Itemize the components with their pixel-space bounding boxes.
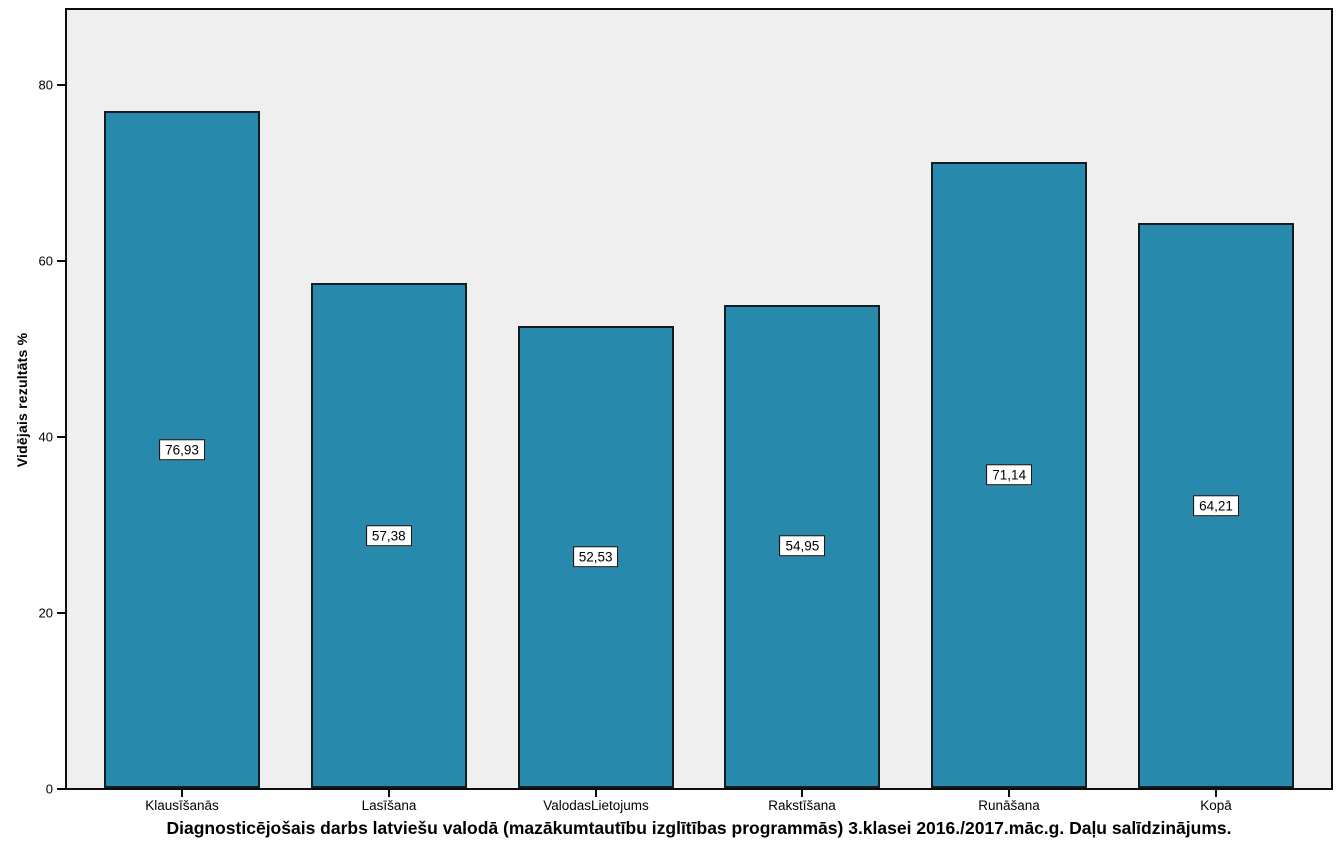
bar-value-label: 64,21: [1193, 495, 1239, 517]
x-tick-mark: [1215, 790, 1217, 797]
y-tick-label: 80: [38, 77, 53, 93]
y-axis-title: Vidējais rezultāts %: [14, 332, 30, 468]
y-tick-label: 40: [38, 429, 53, 445]
x-tick-mark: [181, 790, 183, 797]
y-tick-mark: [57, 84, 65, 86]
x-category-label: ValodasLietojums: [543, 798, 649, 813]
x-category-label: Lasīšana: [361, 798, 417, 813]
x-tick-mark: [1008, 790, 1010, 797]
x-tick-mark: [595, 790, 597, 797]
bar-value-label: 54,95: [779, 535, 826, 557]
y-tick-label: 60: [38, 253, 53, 269]
x-category-label: Rakstīšana: [768, 798, 836, 813]
y-tick-mark: [57, 260, 65, 262]
bar-value-label: 52,53: [572, 546, 619, 568]
y-tick-mark: [57, 436, 65, 438]
chart-title: Diagnosticējošais darbs latviešu valodā …: [166, 818, 1232, 838]
y-tick-mark: [57, 788, 65, 790]
x-tick-mark: [801, 790, 803, 797]
y-tick-label: 20: [38, 605, 53, 621]
x-tick-mark: [388, 790, 390, 797]
plot-area: 76,93 57,38 52,53 54,95 71,14 64,21: [65, 8, 1333, 790]
y-tick-label: 0: [45, 781, 53, 797]
y-tick-mark: [57, 612, 65, 614]
x-category-label: Runāšana: [978, 798, 1040, 813]
bar-value-label: 76,93: [159, 439, 205, 461]
bar-value-label: 57,38: [365, 525, 412, 547]
x-category-label: Kopā: [1200, 798, 1232, 813]
bar-value-label: 71,14: [986, 464, 1033, 486]
x-category-label: Klausīšanās: [145, 798, 219, 813]
